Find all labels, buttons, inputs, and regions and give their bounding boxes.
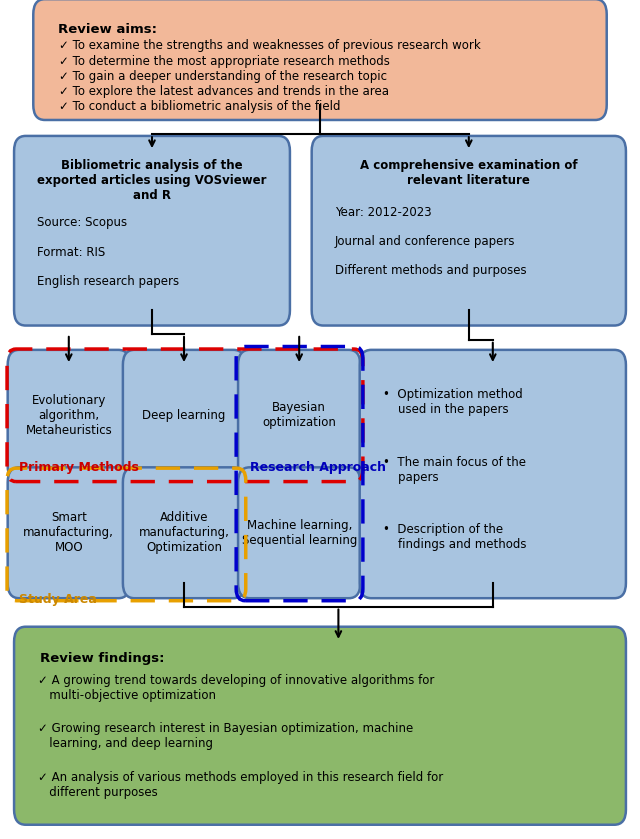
Text: Deep learning: Deep learning xyxy=(142,409,226,422)
Text: A comprehensive examination of
relevant literature: A comprehensive examination of relevant … xyxy=(360,159,578,187)
FancyBboxPatch shape xyxy=(14,136,290,326)
Text: Year: 2012-2023: Year: 2012-2023 xyxy=(335,206,431,218)
Text: ✓ To conduct a bibliometric analysis of the field: ✓ To conduct a bibliometric analysis of … xyxy=(59,100,340,112)
Text: Machine learning,
Sequential learning: Machine learning, Sequential learning xyxy=(241,519,357,547)
Text: Evolutionary
algorithm,
Metaheuristics: Evolutionary algorithm, Metaheuristics xyxy=(26,393,112,437)
Text: •  The main focus of the
    papers: • The main focus of the papers xyxy=(383,456,525,483)
Text: ✓ To gain a deeper understanding of the research topic: ✓ To gain a deeper understanding of the … xyxy=(59,70,387,82)
Text: ✓ To examine the strengths and weaknesses of previous research work: ✓ To examine the strengths and weaknesse… xyxy=(59,39,481,52)
Text: Bibliometric analysis of the
exported articles using VOSviewer
and R: Bibliometric analysis of the exported ar… xyxy=(37,159,267,202)
Text: ✓ An analysis of various methods employed in this research field for
   differen: ✓ An analysis of various methods employe… xyxy=(38,771,444,799)
Text: Review aims:: Review aims: xyxy=(58,23,157,35)
Text: ✓ Growing research interest in Bayesian optimization, machine
   learning, and d: ✓ Growing research interest in Bayesian … xyxy=(38,722,413,750)
Text: English research papers: English research papers xyxy=(37,275,179,288)
Text: •  Optimization method
    used in the papers: • Optimization method used in the papers xyxy=(383,388,522,416)
Text: Source: Scopus: Source: Scopus xyxy=(37,216,127,229)
Text: Smart
manufacturing,
MOO: Smart manufacturing, MOO xyxy=(24,511,114,555)
Text: Format: RIS: Format: RIS xyxy=(37,246,106,258)
Text: ✓ A growing trend towards developing of innovative algorithms for
   multi-objec: ✓ A growing trend towards developing of … xyxy=(38,674,435,701)
Text: Study Area: Study Area xyxy=(19,593,97,606)
FancyBboxPatch shape xyxy=(312,136,626,326)
Text: Journal and conference papers: Journal and conference papers xyxy=(335,235,515,248)
FancyBboxPatch shape xyxy=(360,350,626,598)
FancyBboxPatch shape xyxy=(8,467,130,598)
FancyBboxPatch shape xyxy=(14,627,626,825)
FancyBboxPatch shape xyxy=(238,350,360,481)
Text: ✓ To explore the latest advances and trends in the area: ✓ To explore the latest advances and tre… xyxy=(59,85,389,97)
Text: •  Description of the
    findings and methods: • Description of the findings and method… xyxy=(383,523,526,550)
FancyBboxPatch shape xyxy=(123,350,245,481)
FancyBboxPatch shape xyxy=(238,467,360,598)
Text: Research Approach: Research Approach xyxy=(250,461,385,474)
Text: ✓ To determine the most appropriate research methods: ✓ To determine the most appropriate rese… xyxy=(59,55,390,67)
Text: Review findings:: Review findings: xyxy=(40,652,164,664)
FancyBboxPatch shape xyxy=(33,0,607,120)
Text: Primary Methods: Primary Methods xyxy=(19,461,139,474)
Text: Different methods and purposes: Different methods and purposes xyxy=(335,264,526,277)
Text: Additive
manufacturing,
Optimization: Additive manufacturing, Optimization xyxy=(139,511,229,555)
FancyBboxPatch shape xyxy=(123,467,245,598)
FancyBboxPatch shape xyxy=(8,350,130,481)
Text: Bayesian
optimization: Bayesian optimization xyxy=(262,401,336,430)
